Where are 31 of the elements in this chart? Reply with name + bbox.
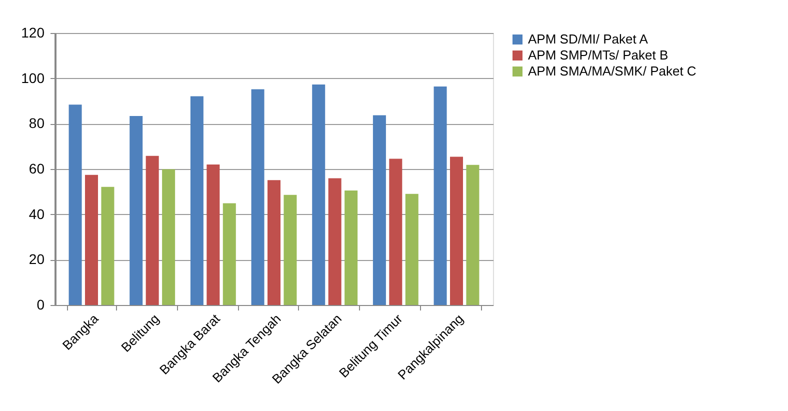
- bar: [68, 104, 82, 305]
- bar: [146, 156, 159, 305]
- bar: [130, 116, 143, 305]
- y-tick-label: 40: [28, 206, 45, 222]
- bar: [222, 203, 236, 305]
- bar: [251, 89, 264, 305]
- bar: [268, 180, 280, 305]
- bar: [206, 164, 220, 305]
- bar: [450, 156, 463, 305]
- y-tick-label: 120: [21, 24, 45, 40]
- legend-label: APM SMP/MTs/ Paket B: [528, 48, 668, 62]
- bar: [389, 158, 402, 305]
- y-tick-label: 100: [21, 70, 45, 86]
- bar: [344, 190, 358, 305]
- bar: [372, 115, 386, 305]
- legend-label: APM SD/MI/ Paket A: [528, 32, 648, 46]
- bar: [85, 174, 98, 305]
- bar: [284, 194, 297, 305]
- bar: [162, 169, 176, 305]
- bar: [312, 84, 326, 305]
- bar: [101, 186, 114, 305]
- legend-label: APM SMA/MA/SMK/ Paket C: [528, 64, 696, 78]
- bar: [434, 86, 447, 305]
- bar: [190, 96, 204, 305]
- bar: [328, 178, 342, 305]
- y-tick-label: 20: [28, 251, 45, 268]
- y-tick-label: 80: [28, 115, 45, 132]
- y-tick-label: 60: [28, 160, 45, 176]
- bar: [466, 164, 480, 305]
- bar: [405, 194, 418, 305]
- y-tick-label: 0: [36, 296, 45, 312]
